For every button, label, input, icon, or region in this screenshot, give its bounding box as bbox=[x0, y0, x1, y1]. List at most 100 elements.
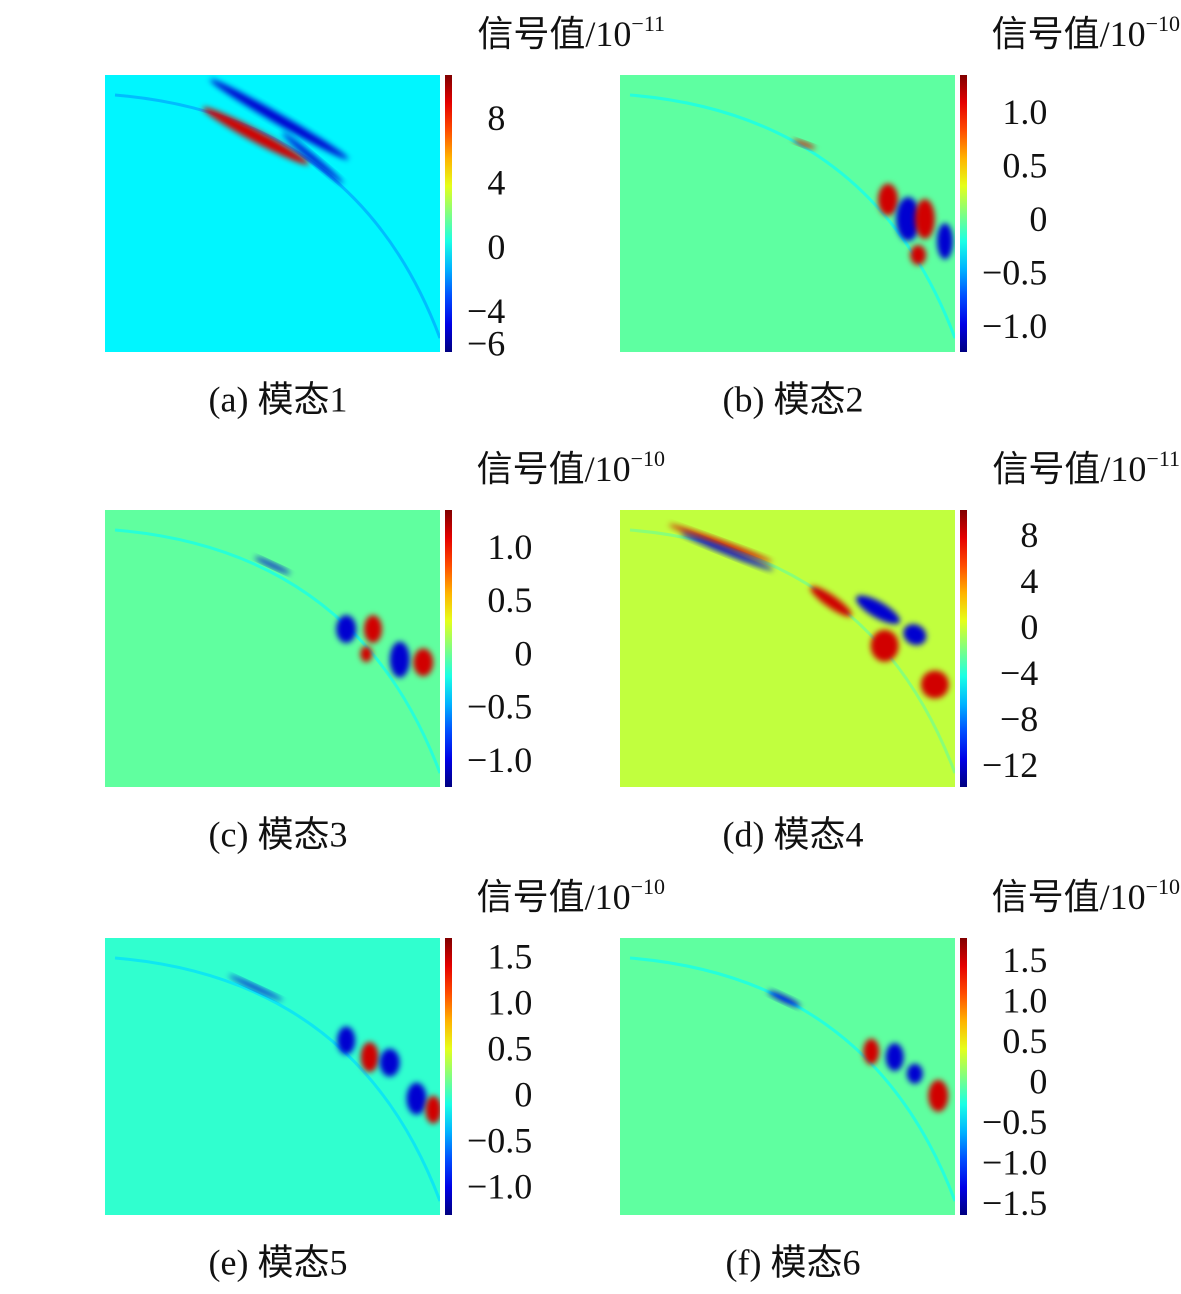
colorbar-title-text: 信号值/10 bbox=[477, 877, 631, 917]
field-blob bbox=[337, 1026, 356, 1055]
colorbar-title: 信号值/10−11 bbox=[477, 11, 665, 55]
panel: 1.0 0.5 0 −0.5 −1.0 信号值/10−10 (b) 模态2 bbox=[620, 11, 1180, 419]
colorbar bbox=[445, 938, 452, 1215]
field-blob bbox=[855, 595, 900, 625]
colorbar-tick-label: 0 bbox=[1029, 199, 1047, 239]
wavefront-arc bbox=[114, 528, 440, 774]
field-blob bbox=[254, 556, 291, 575]
field-blob bbox=[413, 648, 434, 677]
colorbar-title: 信号值/10−10 bbox=[992, 874, 1180, 918]
colorbar-tick-label: −1.0 bbox=[467, 1166, 532, 1206]
colorbar-tick-label: 8 bbox=[487, 98, 505, 138]
colorbar-tick-label: −0.5 bbox=[467, 687, 532, 727]
field-blob bbox=[406, 1082, 427, 1115]
colorbar-tick-label: 1.5 bbox=[1002, 940, 1047, 980]
colorbar-title-text: 信号值/10 bbox=[477, 449, 631, 489]
colorbar-tick-label: 1.0 bbox=[487, 527, 532, 567]
field-blob bbox=[360, 646, 373, 663]
field-blob bbox=[792, 139, 816, 149]
colorbar-title-text: 信号值/10 bbox=[992, 14, 1146, 54]
colorbar-tick-label: 0 bbox=[1029, 1062, 1047, 1102]
colorbar-title-text: 信号值/10 bbox=[992, 449, 1146, 489]
field-blob bbox=[903, 624, 927, 646]
colorbar-tick-label: 0 bbox=[487, 227, 505, 267]
wavefront-arc bbox=[114, 956, 440, 1202]
field-blob bbox=[810, 586, 852, 617]
field-blob bbox=[914, 199, 935, 240]
colorbar bbox=[960, 75, 967, 352]
heatmap-field bbox=[629, 524, 955, 774]
field-blob bbox=[928, 1079, 949, 1112]
heatmap-field bbox=[114, 79, 440, 339]
colorbar-title: 信号值/10−10 bbox=[477, 446, 665, 490]
colorbar-tick-label: 4 bbox=[1020, 561, 1038, 601]
field-blob bbox=[878, 183, 898, 216]
field-blob bbox=[360, 1042, 379, 1073]
colorbar-tick-label: −1.0 bbox=[467, 740, 532, 780]
field-blob bbox=[336, 615, 357, 644]
panel-caption: (c) 模态3 bbox=[209, 814, 348, 854]
panel-caption: (e) 模态5 bbox=[209, 1242, 348, 1282]
panel-caption: (f) 模态6 bbox=[726, 1242, 861, 1282]
colorbar bbox=[960, 510, 967, 787]
colorbar-title: 信号值/10−11 bbox=[992, 446, 1180, 490]
colorbar-tick-label: 0.5 bbox=[487, 580, 532, 620]
colorbar-tick-label: −1.0 bbox=[982, 1143, 1047, 1183]
field-blob bbox=[863, 1038, 880, 1065]
field-blob bbox=[425, 1095, 440, 1124]
colorbar-tick-label: 0.5 bbox=[487, 1028, 532, 1068]
colorbar-tick-label: 0 bbox=[514, 633, 532, 673]
heatmap-background bbox=[105, 510, 440, 787]
colorbar-tick-label: 1.0 bbox=[487, 982, 532, 1022]
colorbar-title: 信号值/10−10 bbox=[477, 874, 665, 918]
field-blob bbox=[767, 990, 801, 1008]
colorbar-exponent: −10 bbox=[631, 874, 665, 899]
heatmap-field bbox=[114, 956, 440, 1202]
colorbar-exponent: −11 bbox=[1146, 446, 1180, 471]
field-blob bbox=[910, 245, 927, 266]
field-blob bbox=[936, 223, 953, 260]
heatmap-field bbox=[629, 956, 955, 1202]
wavefront-arc bbox=[629, 93, 955, 339]
colorbar-tick-label: −6 bbox=[467, 323, 505, 363]
wavefront-arc bbox=[629, 956, 955, 1202]
panel-caption: (d) 模态4 bbox=[723, 814, 864, 854]
field-blob bbox=[680, 532, 774, 571]
colorbar-tick-label: 0.5 bbox=[1002, 1021, 1047, 1061]
field-blob bbox=[906, 1063, 923, 1084]
colorbar-tick-label: 0 bbox=[514, 1074, 532, 1114]
colorbar-title-text: 信号值/10 bbox=[992, 877, 1146, 917]
field-blob bbox=[389, 641, 410, 678]
colorbar bbox=[445, 75, 452, 352]
field-blob bbox=[870, 629, 899, 662]
colorbar-tick-label: −0.5 bbox=[467, 1120, 532, 1160]
colorbar-tick-label: 4 bbox=[487, 162, 505, 202]
colorbar-exponent: −10 bbox=[1146, 874, 1180, 899]
colorbar-tick-label: −12 bbox=[982, 745, 1038, 785]
field-blob bbox=[281, 132, 344, 184]
colorbar-tick-label: 1.0 bbox=[1002, 981, 1047, 1021]
colorbar-exponent: −10 bbox=[631, 446, 665, 471]
colorbar-tick-label: −8 bbox=[1000, 699, 1038, 739]
colorbar-tick-label: 8 bbox=[1020, 515, 1038, 555]
panel: 1.5 1.0 0.5 0 −0.5 −1.0 信号值/10−10 (e) 模态5 bbox=[105, 874, 665, 1282]
field-blob bbox=[896, 197, 921, 242]
panel-caption: (a) 模态1 bbox=[209, 379, 348, 419]
field-blob bbox=[885, 1043, 904, 1072]
colorbar-tick-label: −4 bbox=[467, 291, 505, 331]
colorbar-title-text: 信号值/10 bbox=[477, 14, 631, 54]
panel: 1.0 0.5 0 −0.5 −1.0 信号值/10−10 (c) 模态3 bbox=[105, 446, 665, 854]
panel-caption: (b) 模态2 bbox=[723, 379, 864, 419]
colorbar-tick-label: −1.0 bbox=[982, 306, 1047, 346]
colorbar-tick-label: −0.5 bbox=[982, 1102, 1047, 1142]
colorbar-tick-label: −0.5 bbox=[982, 252, 1047, 292]
colorbar-tick-label: −4 bbox=[1000, 653, 1038, 693]
heatmap-field bbox=[114, 528, 440, 774]
colorbar-tick-label: 0 bbox=[1020, 607, 1038, 647]
colorbar-tick-label: 0.5 bbox=[1002, 145, 1047, 185]
colorbar-tick-label: 1.5 bbox=[487, 936, 532, 976]
wavefront-arc bbox=[114, 93, 440, 339]
colorbar bbox=[960, 938, 967, 1215]
field-blob bbox=[228, 975, 283, 1001]
